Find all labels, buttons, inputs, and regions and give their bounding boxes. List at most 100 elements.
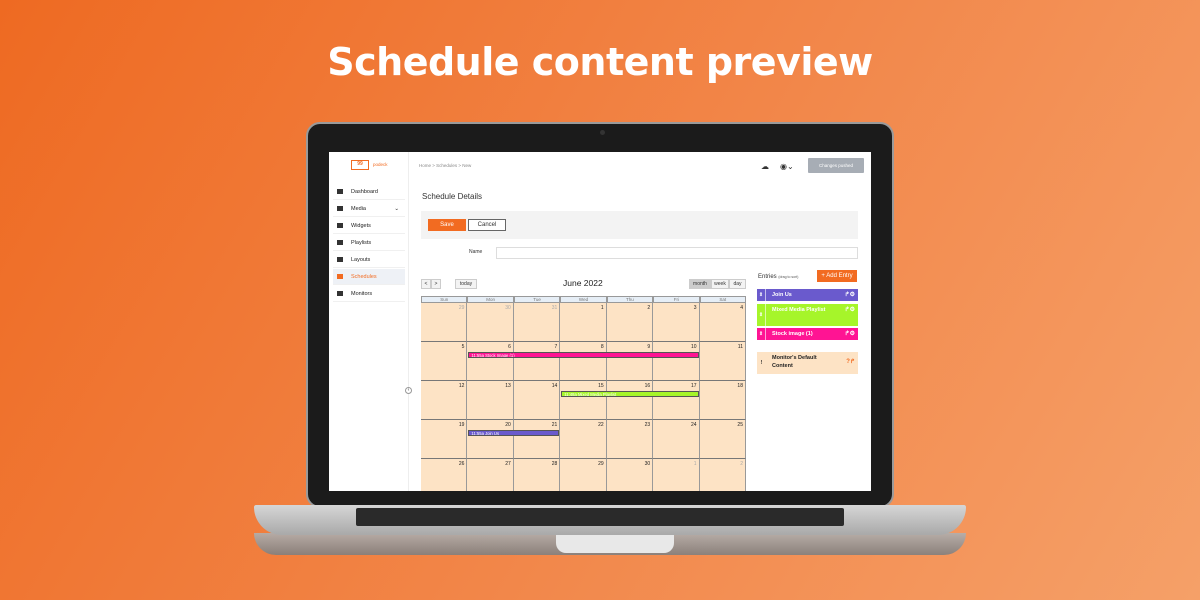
day-cell[interactable]: 14 [513,381,561,420]
day-cell[interactable]: 1 [653,459,700,491]
day-number: 15 [598,383,604,389]
day-number: 16 [644,383,651,389]
day-cell[interactable]: 26 [421,459,468,491]
day-number: 31 [551,305,558,311]
day-cell[interactable]: 21 [513,420,561,459]
save-button[interactable]: Save [428,219,466,231]
day-number: 1 [600,305,604,311]
entry-actions-icon[interactable]: ↱⚙ [844,307,855,313]
day-cell[interactable]: 10 [653,342,700,381]
calendar-event[interactable]: 11:55a Stock Image (1) [468,352,699,358]
day-cell[interactable]: 5 [421,342,468,381]
day-cell[interactable]: 23 [606,420,654,459]
day-cell[interactable]: 7 [513,342,561,381]
day-cell[interactable]: 17 [653,381,700,420]
collapse-sidebar-button[interactable]: ‹ [405,387,412,394]
entry-item[interactable]: ⇕ Mixed Media Playlist ↱⚙ [757,304,858,326]
day-cell[interactable]: 1 [560,303,607,342]
day-cell[interactable]: 15 [560,381,607,420]
day-number: 1 [693,461,697,467]
entry-actions-icon[interactable]: ?↱ [846,359,855,365]
day-number: 17 [691,383,697,389]
add-entry-button[interactable]: + Add Entry [817,270,857,282]
sidebar-item-media[interactable]: Media ⌄ [333,201,405,217]
day-number: 28 [551,461,558,467]
day-cell[interactable]: 2 [606,303,654,342]
view-day-button[interactable]: day [729,279,746,289]
next-month-button[interactable]: > [431,279,441,289]
day-cell[interactable]: 18 [699,381,746,420]
day-cell[interactable]: 24 [653,420,700,459]
layout-icon [337,257,343,262]
day-cell[interactable]: 31 [513,303,561,342]
day-cell[interactable]: 2 [699,459,746,491]
view-month-button[interactable]: month [689,279,711,289]
day-cell[interactable]: 16 [606,381,654,420]
day-number: 10 [691,344,697,350]
day-cell[interactable]: 25 [699,420,746,459]
cloud-upload-icon[interactable]: ☁ [761,162,769,171]
logo-mark: 99 [351,160,369,170]
bar-chart-icon [337,189,343,194]
sidebar-item-widgets[interactable]: Widgets [333,218,405,234]
entry-item[interactable]: ⇕ Join Us ↱⚙ [757,289,858,301]
day-cell[interactable]: 12 [421,381,468,420]
entry-item[interactable]: ⇕ Stock image (1) ↱⚙ [757,328,858,340]
day-number: 25 [737,422,743,428]
day-cell[interactable]: 28 [513,459,561,491]
day-number: 24 [691,422,697,428]
sidebar-item-label: Schedules [351,273,377,280]
sidebar-item-monitors[interactable]: Monitors [333,286,405,302]
day-cell[interactable]: 19 [421,420,468,459]
day-cell[interactable]: 6 [467,342,514,381]
trackpad-notch [556,535,674,553]
drag-handle-icon[interactable]: ⇕ [757,328,766,340]
day-number: 2 [647,305,651,311]
day-cell[interactable]: 4 [699,303,746,342]
day-number: 2 [740,461,743,467]
breadcrumb[interactable]: Home > Schedules > New [419,163,472,168]
chevron-down-icon: ⌄ [394,205,399,212]
sidebar-item-layouts[interactable]: Layouts [333,252,405,268]
calendar-event[interactable]: 11:55a Join Us [468,430,560,436]
day-cell[interactable]: 30 [606,459,654,491]
cancel-button[interactable]: Cancel [468,219,506,231]
name-input[interactable] [496,247,858,259]
page-title: Schedule Details [422,192,483,201]
default-content-entry[interactable]: ! Monitor's Default Content ?↱ [757,352,858,374]
day-cell[interactable]: 29 [560,459,607,491]
day-cell[interactable]: 29 [421,303,468,342]
prev-month-button[interactable]: < [421,279,431,289]
day-cell[interactable]: 22 [560,420,607,459]
day-cell[interactable]: 11 [699,342,746,381]
day-number: 27 [505,461,511,467]
calendar-event[interactable]: 11:48a Mixed Media Playlist [561,391,699,397]
day-cell[interactable]: 27 [467,459,514,491]
folder-icon [337,206,343,211]
drag-handle-icon[interactable]: ⇕ [757,289,766,301]
sidebar-item-label: Dashboard [351,188,378,195]
sidebar-item-dashboard[interactable]: Dashboard [333,184,405,200]
day-header: Thu [606,296,654,303]
day-cell[interactable]: 9 [606,342,654,381]
sidebar-item-playlists[interactable]: Playlists [333,235,405,251]
changes-pushed-button[interactable]: Changes pushed [808,158,864,173]
day-cell[interactable]: 13 [467,381,514,420]
drag-handle-icon[interactable]: ⇕ [757,304,766,326]
day-cell[interactable]: 8 [560,342,607,381]
entry-actions-icon[interactable]: ↱⚙ [844,292,855,298]
day-header: Fri [653,296,700,303]
today-button[interactable]: today [455,279,477,289]
day-cell[interactable]: 30 [467,303,514,342]
monitor-icon [337,291,343,296]
user-menu-icon[interactable]: ◉⌄ [780,162,794,171]
headline: Schedule content preview [327,40,873,84]
day-number: 20 [505,422,511,428]
entry-label: Mixed Media Playlist [772,307,826,313]
day-cell[interactable]: 20 [467,420,514,459]
sidebar-item-label: Media [351,205,366,212]
sidebar-item-schedules[interactable]: Schedules [333,269,405,285]
view-week-button[interactable]: week [711,279,729,289]
entry-actions-icon[interactable]: ↱⚙ [844,331,855,337]
day-cell[interactable]: 3 [653,303,700,342]
